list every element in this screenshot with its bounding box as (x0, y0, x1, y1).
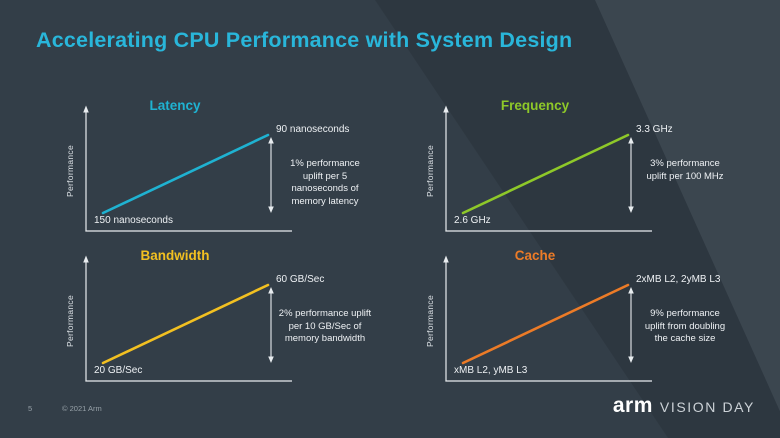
chart-canvas (83, 105, 292, 232)
end-value-label: 60 GB/Sec (276, 274, 325, 285)
uplift-annotation: 1% performance uplift per 5 nanoseconds … (290, 158, 360, 207)
arrow-down-icon (628, 356, 634, 363)
chart-canvas (443, 255, 652, 382)
page-title: Accelerating CPU Performance with System… (36, 28, 573, 52)
chart-title-cache: Cache (514, 248, 556, 263)
arrow-down-icon (268, 356, 274, 363)
brand-lockup: arm VISION DAY (613, 394, 755, 418)
y-axis-arrowhead-icon (443, 105, 449, 113)
arrow-down-icon (268, 206, 274, 213)
uplift-annotation: 9% performance uplift from doubling the … (644, 308, 726, 345)
trend-line (461, 283, 630, 365)
trend-line (101, 283, 270, 365)
chart-canvas (443, 105, 652, 232)
end-value-label: 2xMB L2, 2yMB L3 (636, 274, 721, 285)
trend-line (461, 133, 630, 215)
start-value-label: 150 nanoseconds (94, 215, 173, 226)
arrow-down-icon (628, 206, 634, 213)
trend-line (101, 133, 270, 215)
arrow-up-icon (628, 287, 634, 294)
end-value-label: 3.3 GHz (636, 124, 673, 135)
chart-canvas (83, 255, 292, 382)
arrow-up-icon (268, 287, 274, 294)
page-number: 5 (28, 404, 33, 413)
y-axis-arrowhead-icon (443, 255, 449, 263)
uplift-annotation: 2% performance uplift per 10 GB/Sec of m… (278, 308, 372, 345)
chart-title-latency: Latency (149, 98, 201, 113)
event-name: VISION DAY (659, 399, 755, 415)
uplift-annotation: 3% performance uplift per 100 MHz (646, 158, 724, 182)
y-axis-arrowhead-icon (83, 255, 89, 263)
arrow-up-icon (268, 137, 274, 144)
frequency-chart: Frequency Performance 3.3 GHz 2.6 GHz 3%… (400, 95, 740, 245)
chart-title-frequency: Frequency (500, 98, 570, 113)
cache-chart: Cache Performance 2xMB L2, 2yMB L3 xMB L… (400, 245, 740, 395)
copyright-text: © 2021 Arm (62, 404, 102, 413)
bandwidth-chart: Bandwidth Performance 60 GB/Sec 20 GB/Se… (40, 245, 380, 395)
arrow-up-icon (628, 137, 634, 144)
y-axis-arrowhead-icon (83, 105, 89, 113)
start-value-label: 2.6 GHz (454, 215, 491, 226)
start-value-label: xMB L2, yMB L3 (454, 365, 528, 376)
chart-title-bandwidth: Bandwidth (140, 248, 210, 263)
arm-logo: arm (612, 394, 653, 417)
start-value-label: 20 GB/Sec (94, 365, 143, 376)
latency-chart: Latency Performance 90 nanoseconds 150 n… (40, 95, 380, 245)
end-value-label: 90 nanoseconds (276, 124, 350, 135)
